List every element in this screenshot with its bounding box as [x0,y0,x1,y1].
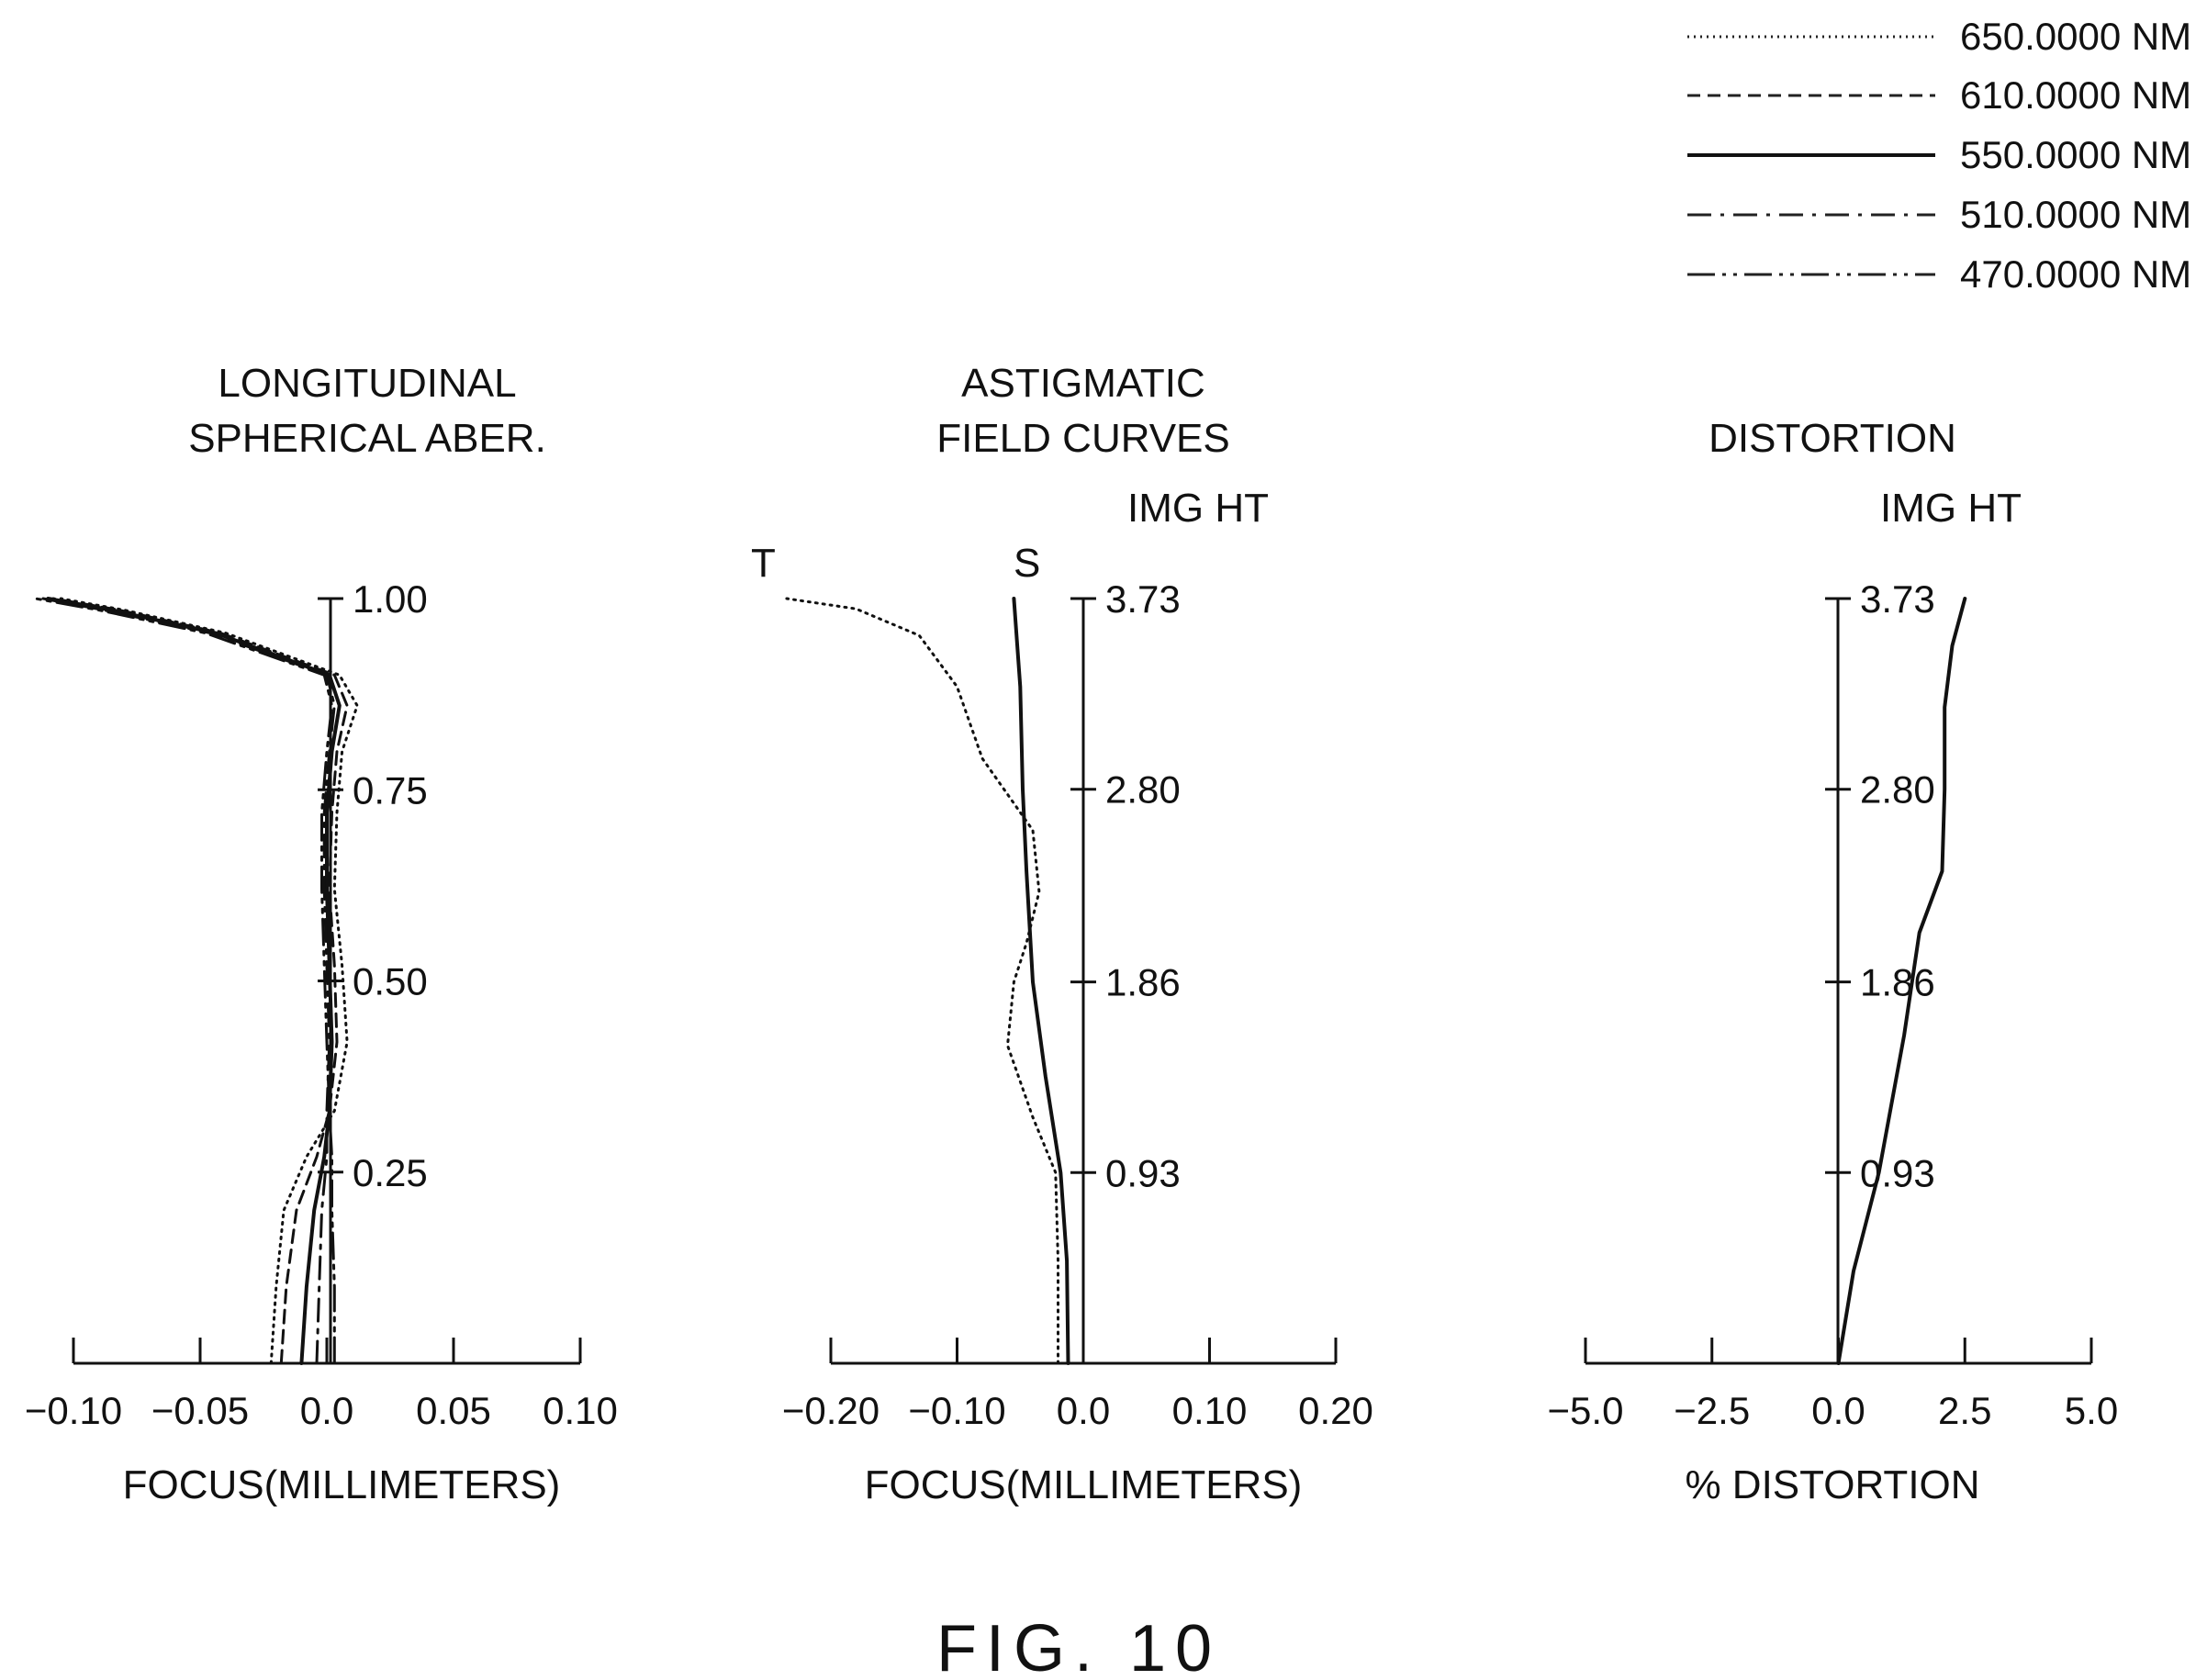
plot2-axis-title: IMG HT [1127,486,1269,531]
p3-x-tick-label: −2.5 [1674,1389,1750,1432]
p3-x-tick-label: 0.0 [1811,1389,1865,1432]
p2-y-tick-label: 1.86 [1105,961,1181,1004]
p2-x-tick-label: −0.20 [782,1389,879,1432]
plot2-axes: −0.20 −0.10 0.0 0.10 0.20 0.93 1.86 2.80 3.73 [782,577,1373,1432]
legend: 650.0000 NM 610.0000 NM 550.0000 NM 510.… [1687,15,2191,296]
p3-x-tick-label: −5.0 [1548,1389,1624,1432]
plot3-x-label: % DISTORTION [1685,1462,1979,1507]
plot2-curve-label-t: T [751,541,776,586]
p1-y-tick-label: 0.25 [353,1151,428,1194]
p3-y-tick-label: 3.73 [1860,577,1935,621]
legend-label-470: 470.0000 NM [1960,252,2191,296]
plot3-title: DISTORTION [1708,416,1956,461]
p3-y-tick-label: 1.86 [1860,961,1935,1004]
p1-curve-510-0000-nm [41,597,336,1365]
plot2-title-line1: ASTIGMATIC [961,361,1205,406]
p1-curve-650-0000-nm [59,597,359,1365]
p2-curve-t [785,597,1059,1365]
p3-y-tick-label: 0.93 [1860,1151,1935,1194]
p3-x-tick-label: 5.0 [2065,1389,2118,1432]
plot1-axes: −0.10 −0.05 0.0 0.05 0.10 0.25 0.50 0.75 1.00 [25,577,618,1432]
plot-distortion: DISTORTION IMG HT −5.0 −2.5 0.0 2.5 5.0 0.93 1… [1548,416,2119,1507]
p1-x-tick-label: 0.10 [543,1389,618,1432]
p3-x-tick-label: 2.5 [1938,1389,1991,1432]
plot2-x-label: FOCUS(MILLIMETERS) [865,1462,1303,1507]
p2-x-tick-label: 0.0 [1057,1389,1110,1432]
p1-y-tick-label: 0.75 [353,768,428,812]
p3-curve-550-0000-nm [1836,597,1967,1365]
p1-x-tick-label: −0.05 [151,1389,249,1432]
plot1-title-line1: LONGITUDINAL [218,361,516,406]
legend-label-610: 610.0000 NM [1960,73,2191,117]
legend-label-550: 550.0000 NM [1960,133,2191,176]
p1-x-tick-label: 0.05 [416,1389,491,1432]
p2-x-tick-label: 0.10 [1172,1389,1248,1432]
figure-label: FIG. 10 [936,1612,1221,1680]
plot-spherical-aberration: LONGITUDINAL SPHERICAL ABER. −0.10 −0.05 0… [25,361,618,1507]
plot3-axis-title: IMG HT [1880,486,2022,531]
plot1-x-label: FOCUS(MILLIMETERS) [123,1462,561,1507]
p1-x-tick-label: −0.10 [25,1389,122,1432]
plot-astigmatic-field-curves: ASTIGMATIC FIELD CURVES IMG HT T S −0.20… [751,361,1373,1507]
plot3-curves [1836,597,1967,1365]
plot1-curves [34,597,359,1365]
legend-label-650: 650.0000 NM [1960,15,2191,58]
p2-y-tick-label: 3.73 [1105,577,1181,621]
plot1-title-line2: SPHERICAL ABER. [188,416,546,461]
p2-y-tick-label: 2.80 [1105,768,1181,812]
plot2-title-line2: FIELD CURVES [936,416,1230,461]
plot3-axes: −5.0 −2.5 0.0 2.5 5.0 0.93 1.86 2.80 3.73 [1548,577,2119,1432]
p2-x-tick-label: 0.20 [1298,1389,1373,1432]
p1-y-tick-label: 0.50 [353,960,428,1003]
p2-x-tick-label: −0.10 [908,1389,1005,1432]
p1-curve-550-0000-nm [46,597,342,1365]
p1-x-tick-label: 0.0 [300,1389,353,1432]
plot2-curve-label-s: S [1014,541,1040,586]
p1-curve-610-0000-nm [51,597,349,1365]
p2-curve-s [1012,597,1070,1365]
p3-y-tick-label: 2.80 [1860,768,1935,812]
p2-y-tick-label: 0.93 [1105,1151,1181,1194]
legend-label-510: 510.0000 NM [1960,193,2191,236]
p1-curve-470-0000-nm [34,597,336,1365]
p1-y-tick-label: 1.00 [353,577,428,621]
plot2-curves [785,597,1070,1365]
